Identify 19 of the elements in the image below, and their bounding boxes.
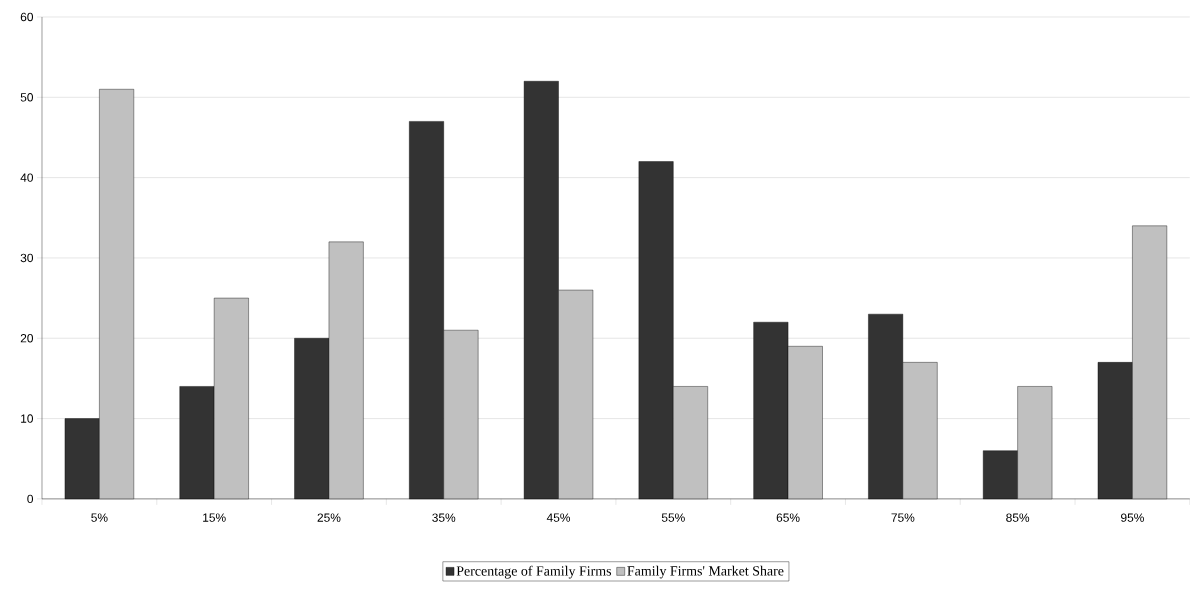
x-tick-label: 65% <box>776 513 800 522</box>
x-tick-label: 15% <box>203 513 226 522</box>
x-tick-label: 35% <box>432 513 456 522</box>
x-tick-label: 75% <box>891 513 915 522</box>
x-tick-label: 95% <box>1121 513 1144 522</box>
y-tick-label: 30 <box>20 253 34 263</box>
y-tick-label: 10 <box>21 414 34 423</box>
y-tick-label: 40 <box>20 173 34 182</box>
legend-label: Family Firms' Market Share <box>627 565 784 579</box>
x-tick-label: 55% <box>661 513 685 522</box>
y-tick-label: 60 <box>20 12 34 22</box>
legend-label: Percentage of Family Firms <box>456 565 612 579</box>
x-tick-label: 5% <box>91 513 108 522</box>
y-tick-label: 50 <box>20 93 34 102</box>
x-tick-label: 25% <box>317 513 341 522</box>
x-tick-label: 85% <box>1006 513 1030 522</box>
x-tick-label: 45% <box>546 513 571 522</box>
y-tick-label: 0 <box>27 494 34 504</box>
y-tick-label: 20 <box>20 334 34 343</box>
